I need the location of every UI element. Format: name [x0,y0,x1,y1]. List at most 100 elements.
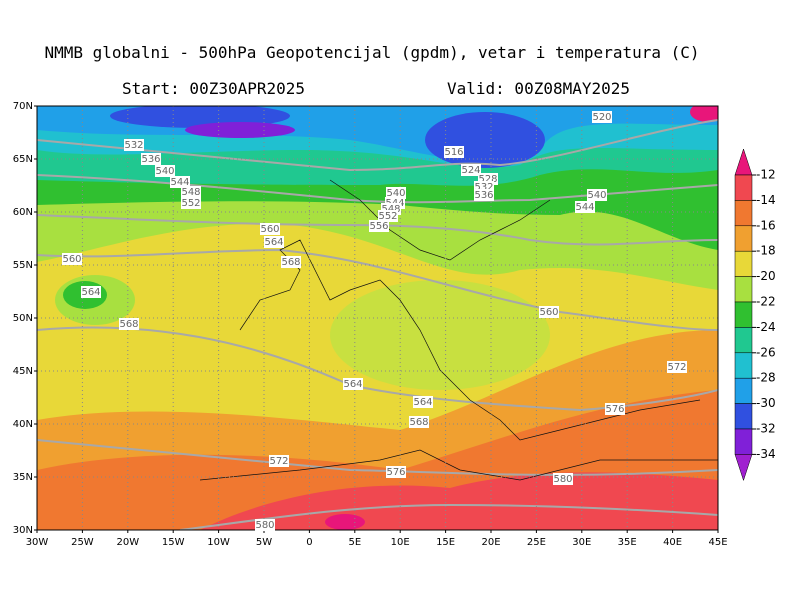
contour-label: 564 [264,237,283,248]
contour-label: 568 [409,417,428,428]
colorbar-box [734,327,753,354]
contour-label-box [281,256,301,268]
contour-label: 532 [124,140,143,151]
colorbar-label: -22 [756,295,776,309]
colorbar-box [734,174,753,201]
colorbar-label: -18 [756,244,776,258]
contour-label: 552 [378,211,397,222]
lon-label: 5E [348,537,361,548]
contour-label: 572 [667,362,686,373]
lon-label: 20W [116,537,139,548]
valid-time: Valid: 00Z08MAY2025 [447,79,630,98]
contour-label: 560 [539,307,558,318]
contour-label-box [119,318,139,330]
contour-label: 540 [155,166,174,177]
colorbar-label: -30 [756,396,776,410]
contour-label: 544 [170,177,189,188]
contour-label: 564 [343,379,362,390]
contour-label: 532 [474,182,493,193]
map-frame [36,105,719,531]
contour-label: 516 [444,147,463,158]
colorbar-label: -26 [756,345,776,359]
contour-label: 576 [605,404,624,415]
contour-label-box [474,189,494,201]
lat-label: 55N [13,260,33,271]
contour-label: 560 [260,224,279,235]
contour-labels: 5325365405445485525165245285325365205405… [62,111,687,531]
contour-label: 540 [386,188,405,199]
colorbar-box [734,428,753,455]
contour-label-box [378,210,398,222]
contour-label-box [181,186,201,198]
lat-label: 30N [13,525,33,536]
lon-label: 25W [71,537,94,548]
contour-label: 548 [381,204,400,215]
lat-label: 65N [13,154,33,165]
contour-label: 580 [553,474,572,485]
contour-label-box [62,253,82,265]
colorbar-box [734,225,753,252]
contour-label: 536 [474,190,493,201]
contour-label-box [587,189,607,201]
start-time: Start: 00Z30APR2025 [122,79,305,98]
colorbar-box [734,377,753,404]
contour-label-box [260,223,280,235]
contour-label-box [124,139,144,151]
lat-label: 35N [13,472,33,483]
contour-label-box [575,201,595,213]
contour-label: 548 [181,187,200,198]
lat-label: 45N [13,366,33,377]
lon-label: 15E [436,537,455,548]
colorbar-label: -16 [756,218,776,232]
title: NMMB globalni - 500hPa Geopotencijal (gp… [44,43,699,62]
colorbar-label: -20 [756,269,776,283]
contour-label-box [667,361,687,373]
lon-label: 0 [306,537,312,548]
colorbar-box [734,276,753,303]
contour-label-box [461,164,481,176]
lon-label: 10W [207,537,230,548]
lon-label: 25E [527,537,546,548]
temperature-field [37,106,718,530]
lat-label: 70N [13,101,33,112]
lon-label: 15W [162,537,185,548]
contour-label-box [386,466,406,478]
contour-label-box [413,396,433,408]
contour-label-box [141,153,161,165]
colorbar-label: -32 [756,422,776,436]
lon-label: 5W [256,537,272,548]
contour-label: 544 [575,202,594,213]
colorbar-box [734,250,753,277]
lat-label: 40N [13,419,33,430]
lon-label: 35E [618,537,637,548]
contour-label: 552 [181,198,200,209]
colorbar-label: -14 [756,193,776,207]
contour-label: 528 [478,174,497,185]
colorbar-top [734,148,753,176]
lat-label: 50N [13,313,33,324]
colorbar-label: -24 [756,320,776,334]
contour-label-box [264,236,284,248]
contour-label: 560 [62,254,81,265]
contour-label-box [592,111,612,123]
contour-label-box [155,165,175,177]
contour-label: 556 [369,221,388,232]
colorbar-box [734,301,753,328]
contour-label: 568 [119,319,138,330]
colorbar: -12 -14 -16 -18 -20 -22 -24 -26 -28 -30 -32 -34 [734,148,776,482]
contour-label: 572 [269,456,288,467]
contour-label: 536 [141,154,160,165]
contour-label-box [81,286,101,298]
contour-label-box [386,187,406,199]
colorbar-box [734,352,753,379]
colorbar-label: -34 [756,447,776,461]
contour-label: 568 [281,257,300,268]
lat-label: 60N [13,207,33,218]
contour-label-box [605,403,625,415]
lon-label: 30W [26,537,49,548]
colorbar-bottom [734,454,753,482]
contour-label: 540 [587,190,606,201]
contour-label-box [409,416,429,428]
contour-label-box [255,519,275,531]
